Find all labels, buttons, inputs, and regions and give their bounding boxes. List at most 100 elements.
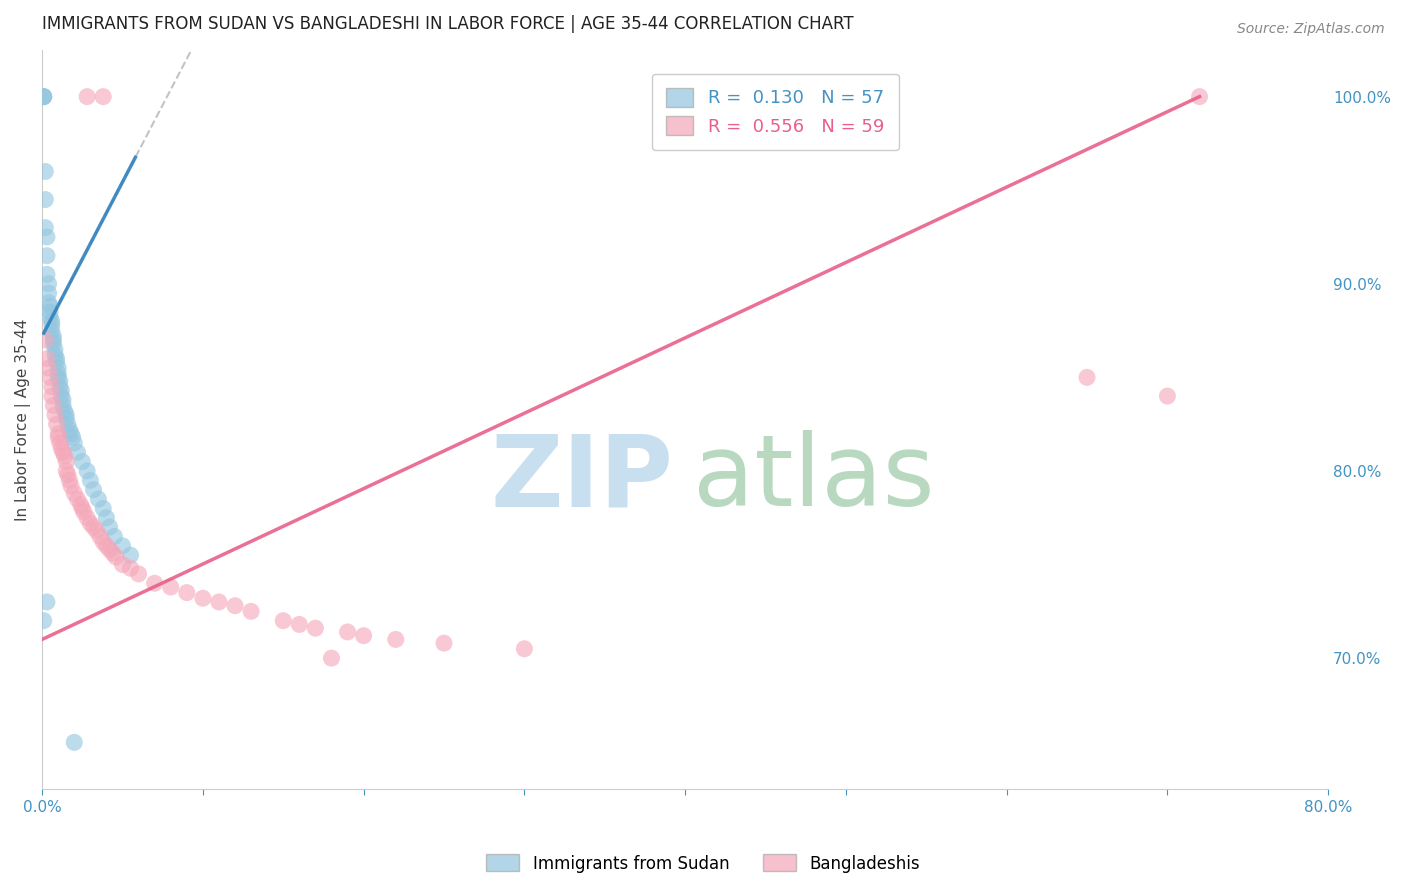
Point	[42, 336, 65, 351]
Point	[60, 426, 83, 441]
Point	[38, 286, 60, 301]
Point	[288, 617, 311, 632]
Point	[44, 348, 66, 362]
Point	[83, 483, 105, 497]
Point	[55, 454, 77, 468]
Point	[72, 454, 94, 468]
Point	[159, 580, 181, 594]
Point	[86, 524, 108, 538]
Point	[39, 310, 62, 325]
Point	[51, 442, 73, 456]
Point	[111, 558, 134, 572]
Point	[271, 614, 294, 628]
Text: atlas: atlas	[693, 430, 935, 527]
Point	[52, 392, 75, 407]
Point	[120, 548, 142, 562]
Point	[1156, 389, 1178, 403]
Point	[35, 268, 58, 282]
Point	[34, 164, 56, 178]
Point	[42, 399, 65, 413]
Point	[143, 576, 166, 591]
Point	[72, 501, 94, 516]
Point	[49, 436, 72, 450]
Point	[76, 464, 98, 478]
Point	[353, 629, 375, 643]
Point	[34, 333, 56, 347]
Point	[52, 399, 75, 413]
Point	[79, 473, 101, 487]
Point	[58, 473, 80, 487]
Point	[41, 318, 63, 332]
Point	[35, 595, 58, 609]
Text: ZIP: ZIP	[491, 430, 673, 527]
Point	[91, 535, 114, 549]
Point	[103, 529, 125, 543]
Point	[208, 595, 231, 609]
Y-axis label: In Labor Force | Age 35-44: In Labor Force | Age 35-44	[15, 318, 31, 521]
Point	[38, 277, 60, 291]
Point	[39, 370, 62, 384]
Text: IMMIGRANTS FROM SUDAN VS BANGLADESHI IN LABOR FORCE | AGE 35-44 CORRELATION CHAR: IMMIGRANTS FROM SUDAN VS BANGLADESHI IN …	[42, 15, 853, 33]
Point	[49, 380, 72, 394]
Point	[62, 430, 84, 444]
Point	[56, 467, 79, 482]
Point	[240, 604, 263, 618]
Point	[63, 486, 86, 500]
Point	[46, 426, 69, 441]
Point	[120, 561, 142, 575]
Point	[32, 89, 55, 103]
Point	[34, 220, 56, 235]
Point	[44, 408, 66, 422]
Point	[46, 430, 69, 444]
Point	[35, 351, 58, 366]
Point	[98, 542, 121, 557]
Point	[46, 367, 69, 381]
Point	[38, 295, 60, 310]
Point	[513, 641, 536, 656]
Point	[66, 445, 89, 459]
Legend: Immigrants from Sudan, Bangladeshis: Immigrants from Sudan, Bangladeshis	[479, 847, 927, 880]
Point	[105, 550, 128, 565]
Point	[46, 361, 69, 376]
Point	[304, 621, 326, 635]
Point	[111, 539, 134, 553]
Point	[51, 384, 73, 398]
Point	[45, 351, 67, 366]
Point	[41, 324, 63, 338]
Point	[66, 491, 89, 506]
Point	[56, 417, 79, 432]
Point	[49, 374, 72, 388]
Point	[1188, 89, 1211, 103]
Point	[1076, 370, 1098, 384]
Point	[96, 510, 118, 524]
Point	[91, 89, 114, 103]
Point	[38, 361, 60, 376]
Point	[96, 539, 118, 553]
Point	[76, 89, 98, 103]
Point	[69, 498, 91, 512]
Point	[60, 479, 83, 493]
Point	[63, 436, 86, 450]
Point	[39, 299, 62, 313]
Point	[55, 408, 77, 422]
Point	[45, 355, 67, 369]
Point	[42, 333, 65, 347]
Point	[83, 520, 105, 534]
Point	[79, 516, 101, 531]
Point	[34, 193, 56, 207]
Point	[63, 735, 86, 749]
Point	[176, 585, 198, 599]
Point	[128, 566, 150, 581]
Point	[53, 404, 76, 418]
Point	[32, 614, 55, 628]
Point	[89, 529, 111, 543]
Point	[336, 624, 359, 639]
Point	[73, 505, 96, 519]
Point	[45, 417, 67, 432]
Point	[44, 343, 66, 357]
Point	[32, 89, 55, 103]
Point	[98, 520, 121, 534]
Point	[91, 501, 114, 516]
Point	[55, 464, 77, 478]
Point	[321, 651, 343, 665]
